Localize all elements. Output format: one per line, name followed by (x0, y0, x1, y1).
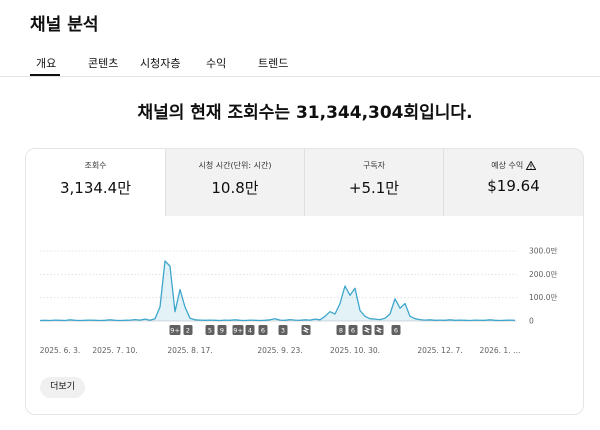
metric-label: 구독자 (362, 161, 386, 170)
more-button[interactable]: 더보기 (40, 377, 85, 398)
event-marker (278, 325, 288, 335)
x-tick-label: 2025. 8. 17. (167, 346, 212, 355)
y-tick-label: 200.0만 (529, 270, 557, 279)
area (40, 261, 515, 321)
event-marker (336, 325, 346, 335)
y-tick-label: 300.0만 (529, 247, 557, 256)
event-marker-label: 5 (208, 327, 212, 335)
x-tick-label: 2025. 10. 30. (330, 346, 380, 355)
event-marker (348, 325, 358, 335)
page-title: 채널 분석 (30, 15, 99, 35)
tab-indicator (30, 74, 60, 76)
event-marker-label: 6 (394, 327, 398, 335)
y-tick-label: 100.0만 (529, 293, 557, 302)
event-marker (391, 325, 401, 335)
event-marker-label: 9+ (233, 327, 243, 335)
event-icon-glyph (375, 327, 383, 333)
metric-value: +5.1만 (348, 179, 400, 197)
y-tick-label: 0 (529, 317, 534, 326)
metric-label: 시청 시간(단위: 시간) (198, 161, 272, 170)
tab[interactable]: 콘텐츠 (88, 57, 119, 70)
event-marker-label: 6 (351, 327, 355, 335)
metric-label: 예상 수익 (444, 160, 583, 171)
event-marker (217, 325, 227, 335)
metric[interactable]: 예상 수익 $19.64 (443, 149, 583, 216)
event-icon-glyph (363, 327, 371, 333)
x-tick-label: 2025. 7. 10. (92, 346, 137, 355)
tab-divider (0, 76, 600, 77)
x-tick-label: 2026. 1. … (480, 346, 521, 355)
tab[interactable]: 개요 (36, 57, 57, 70)
metric-label: 조회수 (84, 161, 107, 170)
metric[interactable]: 구독자 +5.1만 (304, 149, 443, 216)
event-marker (205, 325, 215, 335)
warning-icon (525, 160, 537, 170)
event-marker-label: 2 (186, 327, 190, 335)
analytics-card: 조회수 3,134.4만 시청 시간(단위: 시간) 10.8만 구독자 +5.1만 … (25, 148, 584, 415)
event-marker (258, 325, 268, 335)
event-marker (169, 325, 181, 335)
event-marker-label: 3 (281, 327, 285, 335)
metric-value: $19.64 (487, 177, 540, 195)
event-marker-label: 8 (339, 327, 343, 335)
metric-label-text: 예상 수익 (491, 161, 524, 170)
event-marker-label: 9+ (170, 327, 180, 335)
headline: 채널의 현재 조회수는 31,344,304회입니다. (137, 103, 473, 123)
event-marker-label: 6 (261, 327, 265, 335)
x-tick-label: 2025. 9. 23. (257, 346, 302, 355)
metric[interactable]: 조회수 3,134.4만 (26, 149, 165, 216)
line (39, 260, 516, 322)
event-marker (232, 325, 244, 335)
tab[interactable]: 수익 (206, 57, 227, 70)
tab[interactable]: 트렌드 (258, 57, 289, 70)
event-icon-glyph (302, 327, 310, 333)
metric-value: 10.8만 (211, 179, 259, 197)
metric[interactable]: 시청 시간(단위: 시간) 10.8만 (165, 149, 304, 216)
event-marker-label: 9 (220, 327, 224, 335)
x-tick-label: 2025. 6. 3. (40, 346, 81, 355)
event-marker-label: 4 (248, 327, 252, 335)
event-marker (183, 325, 193, 335)
event-marker (245, 325, 255, 335)
metric-value: 3,134.4만 (59, 179, 132, 197)
tab[interactable]: 시청자층 (140, 57, 181, 70)
x-tick-label: 2025. 12. 7. (417, 346, 462, 355)
